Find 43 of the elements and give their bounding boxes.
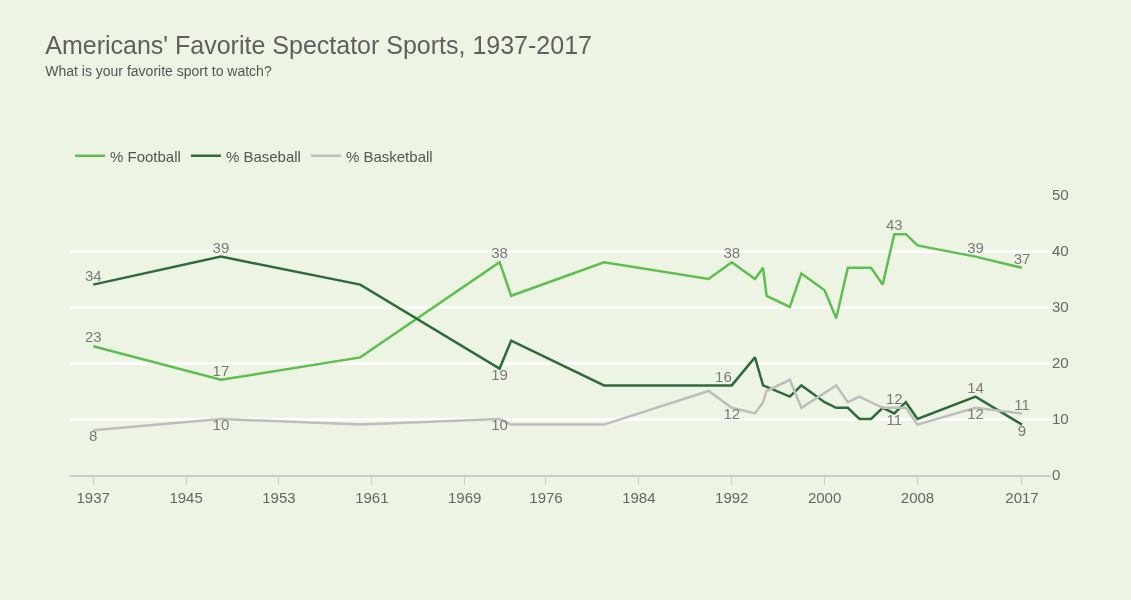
x-tick-label: 1969 bbox=[448, 489, 482, 506]
legend-label: % Basketball bbox=[345, 147, 433, 165]
x-tick-label: 1976 bbox=[529, 489, 563, 506]
y-tick-label: 30 bbox=[1052, 298, 1069, 316]
x-tick-label: 2008 bbox=[900, 489, 935, 506]
x-tick-label: 1961 bbox=[355, 489, 389, 506]
y-tick-label: 10 bbox=[1052, 410, 1069, 428]
x-tick-label: 1992 bbox=[715, 489, 749, 506]
x-tick-label: 1945 bbox=[169, 489, 203, 506]
y-tick-label: 0 bbox=[1052, 466, 1061, 484]
data-label: 38 bbox=[491, 244, 508, 262]
data-label: 19 bbox=[491, 365, 508, 383]
data-label: 23 bbox=[84, 328, 102, 346]
data-label: 17 bbox=[212, 362, 230, 380]
legend-label: % Baseball bbox=[225, 147, 301, 165]
x-tick-label: 2017 bbox=[1005, 489, 1039, 506]
data-label: 38 bbox=[723, 244, 741, 262]
data-label: 12 bbox=[885, 390, 903, 408]
data-label: 8 bbox=[89, 427, 98, 445]
y-tick-label: 20 bbox=[1052, 354, 1069, 372]
data-label: 16 bbox=[715, 367, 732, 385]
x-tick-label: 2000 bbox=[807, 489, 842, 506]
data-label: 39 bbox=[212, 238, 230, 256]
data-label: 11 bbox=[1014, 395, 1030, 413]
data-label: 10 bbox=[212, 416, 230, 434]
x-tick-label: 1953 bbox=[262, 489, 296, 506]
data-label: 37 bbox=[1013, 250, 1031, 268]
y-tick-label: 50 bbox=[1052, 186, 1069, 204]
legend-label: % Football bbox=[110, 147, 181, 165]
data-label: 12 bbox=[967, 405, 984, 423]
data-label: 43 bbox=[885, 216, 903, 234]
data-label: 10 bbox=[491, 416, 508, 434]
y-tick-label: 40 bbox=[1052, 242, 1069, 260]
x-tick-label: 1937 bbox=[76, 489, 110, 506]
data-label: 11 bbox=[886, 410, 903, 428]
chart-subtitle: What is your favorite sport to watch? bbox=[45, 63, 272, 80]
data-label: 9 bbox=[1017, 421, 1027, 439]
data-label: 14 bbox=[967, 378, 984, 396]
data-label: 12 bbox=[723, 405, 741, 423]
x-tick-label: 1984 bbox=[622, 489, 656, 506]
data-label: 39 bbox=[967, 238, 984, 256]
chart-title: Americans' Favorite Spectator Sports, 1937-2017 bbox=[45, 31, 592, 59]
data-label: 34 bbox=[84, 266, 102, 284]
